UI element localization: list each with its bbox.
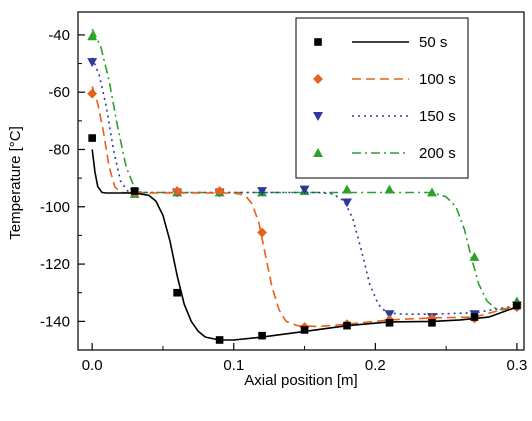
y-tick-label: -80 <box>48 141 70 158</box>
data-point <box>470 252 480 261</box>
y-axis-label: Temperature [°C] <box>7 126 24 240</box>
x-tick-label: 0.0 <box>82 357 103 374</box>
data-point <box>342 185 352 194</box>
y-tick-label: -120 <box>40 256 70 273</box>
data-point <box>428 319 436 327</box>
legend-label: 150 s <box>419 108 456 125</box>
data-point <box>343 322 351 330</box>
x-tick-label: 0.1 <box>223 357 244 374</box>
y-tick-label: -60 <box>48 84 70 101</box>
data-point <box>471 313 479 321</box>
x-tick-label: 0.2 <box>365 357 386 374</box>
legend-label: 100 s <box>419 71 456 88</box>
data-point <box>258 332 266 340</box>
y-tick-label: -140 <box>40 313 70 330</box>
data-point <box>513 302 521 310</box>
data-point <box>88 134 96 142</box>
legend-marker <box>314 38 322 46</box>
data-point <box>385 185 395 194</box>
data-point <box>87 58 97 67</box>
data-point <box>173 289 181 297</box>
x-tick-label: 0.3 <box>506 357 527 374</box>
data-point <box>216 336 224 344</box>
x-axis-label: Axial position [m] <box>244 372 357 389</box>
legend-label: 50 s <box>419 34 447 51</box>
data-point <box>342 199 352 208</box>
data-point <box>386 319 394 327</box>
y-tick-label: -40 <box>48 27 70 44</box>
legend-label: 200 s <box>419 145 456 162</box>
legend: 50 s 100 s 150 s 200 s <box>296 18 468 178</box>
y-tick-label: -100 <box>40 199 70 216</box>
data-point <box>301 326 309 334</box>
data-point <box>257 228 267 238</box>
data-point <box>131 187 139 195</box>
data-point <box>87 89 97 99</box>
x-axis: 0.0 0.1 0.2 0.3 <box>82 343 528 374</box>
